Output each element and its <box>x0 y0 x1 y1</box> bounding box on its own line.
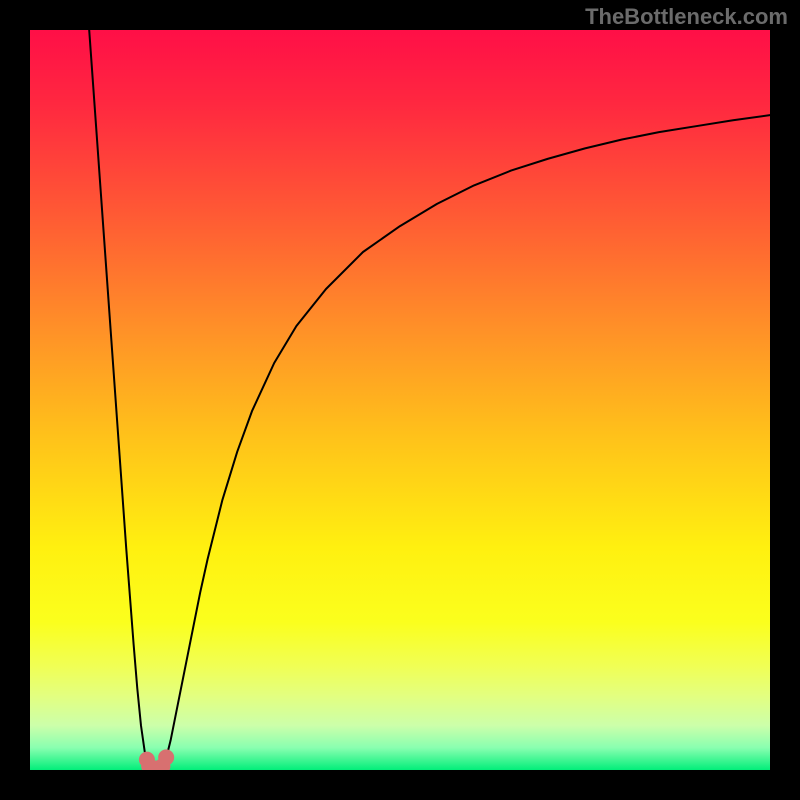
chart-gradient-background <box>30 30 770 770</box>
chart-svg <box>0 0 800 800</box>
optimal-marker <box>158 749 174 765</box>
bottleneck-chart: TheBottleneck.com <box>0 0 800 800</box>
watermark-text: TheBottleneck.com <box>585 4 788 30</box>
